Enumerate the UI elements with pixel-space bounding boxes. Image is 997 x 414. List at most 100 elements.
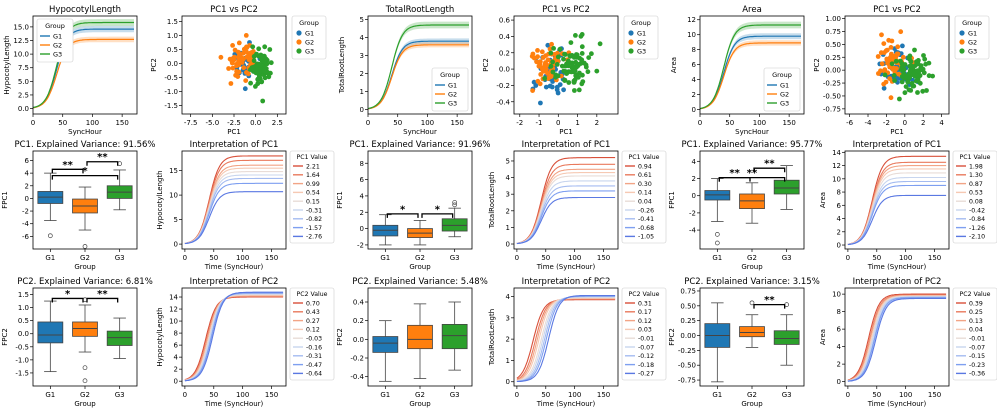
y-tick-label: -0.2: [496, 82, 510, 90]
pc-curve: [516, 294, 616, 383]
scatter-point-G3: [908, 59, 914, 64]
scatter-point-G3: [555, 54, 561, 60]
scatter-point-G2: [235, 54, 241, 60]
y-tick-label: 4: [506, 174, 511, 182]
scatter-point-G2: [895, 44, 901, 50]
significance-label: **: [97, 289, 108, 300]
x-tick-label: G2: [415, 254, 425, 262]
scatter-point-G2: [538, 72, 544, 77]
y-tick-label: -1.0: [15, 356, 29, 364]
x-tick-label: 50: [209, 391, 218, 399]
y-tick-label: 0: [25, 195, 29, 203]
legend-box: [952, 150, 997, 244]
pc-curve: [847, 297, 947, 382]
y-axis-label: FPC2: [336, 328, 344, 346]
chart-title: PC2. Explained Variance: 5.48%: [352, 277, 488, 287]
x-tick-label: 100: [236, 254, 249, 262]
x-tick-label: 150: [115, 119, 128, 127]
chart-panel-14: -0.4 -0.2 0.0 0.2 0.4 G1 G2 G3 PC2. Explained Va…: [336, 277, 488, 408]
x-tick-label: 150: [265, 391, 278, 399]
pc-curve: [847, 184, 947, 246]
y-tick-label: 0.0: [167, 60, 178, 68]
scatter-point-G2: [247, 50, 253, 56]
chart-panel-10: ** ** ** -4 -2 0 2 4 G1 G2 G3 PC1. Explained Varian…: [668, 140, 823, 271]
y-tick-label: -0.5: [164, 74, 178, 82]
y-axis-label: TotalRootLength: [338, 37, 346, 94]
y-tick-label: 0.4: [353, 299, 365, 307]
legend-label: G2: [968, 39, 977, 47]
scatter-point-G3: [557, 46, 563, 52]
y-tick-label: -0.4: [350, 373, 364, 381]
scatter-point-G3: [576, 87, 582, 93]
axes-frame: [32, 15, 138, 115]
axes-frame: [844, 15, 950, 115]
chart-panel-13: 0 2 4 6 8 10 12 14 0 50 100 150 Interpretation of PC…: [156, 277, 335, 408]
scatter-point-G2: [876, 71, 881, 76]
scatter-point-G3: [562, 51, 567, 57]
pc-curve: [516, 296, 616, 382]
scatter-point-G3: [910, 65, 916, 70]
legend-box: [623, 15, 659, 60]
box-G2: [72, 321, 98, 337]
x-tick-label: 150: [597, 391, 610, 399]
legend-label: G1: [637, 30, 646, 38]
legend-label: -0.31: [306, 353, 322, 360]
y-tick-label: 2: [837, 228, 841, 236]
significance-bracket: [386, 213, 419, 218]
scatter-point-G3: [917, 73, 923, 78]
box-G3: [773, 330, 800, 345]
legend-title: PC1 Value: [960, 154, 991, 161]
pc-curve: [184, 294, 284, 381]
scatter-point-G2: [884, 47, 890, 53]
x-tick-label: G3: [782, 391, 792, 399]
legend-box: [952, 287, 997, 381]
x-tick-label: G1: [380, 391, 390, 399]
x-tick-label: 150: [597, 254, 610, 262]
scatter-point-G3: [898, 58, 903, 64]
scatter-point-G2: [884, 56, 890, 62]
y-tick-label: 0.50: [825, 41, 841, 49]
y-tick-label: 5: [360, 16, 364, 24]
scatter-point-G3: [572, 88, 577, 93]
y-axis-label: Area: [819, 192, 827, 208]
scatter-point-G3: [915, 90, 920, 95]
scatter-point-G2: [530, 88, 535, 93]
y-tick-label: 7.5: [18, 64, 29, 72]
y-tick-label: 2: [506, 207, 510, 215]
scatter-point-G2: [547, 46, 553, 52]
y-tick-label: 6: [25, 157, 30, 165]
scatter-point-G3: [266, 74, 272, 80]
y-tick-label: 6: [837, 202, 842, 210]
y-tick-label: 2: [25, 182, 29, 190]
scatter-point-G3: [548, 63, 554, 69]
significance-bracket: [51, 175, 119, 180]
x-axis-label: Group: [409, 263, 431, 271]
significance-bracket: [86, 297, 119, 303]
x-tick-label: 2.5: [272, 119, 283, 127]
scatter-point-G2: [878, 50, 884, 56]
axes-frame: [181, 15, 287, 115]
scatter-point-G2: [548, 74, 553, 80]
y-tick-label: 2: [360, 70, 364, 78]
chart-title: PC1 vs PC2: [542, 5, 590, 15]
scatter-point-G3: [882, 72, 888, 78]
legend-title: PC1 Value: [629, 154, 660, 161]
y-tick-label: 2: [837, 361, 841, 369]
y-tick-label: -0.5: [15, 343, 29, 351]
scatter-point-G1: [538, 100, 543, 106]
scatter-point-G3: [261, 59, 267, 64]
y-axis-label: HypocotylLength: [156, 170, 164, 229]
y-tick-label: -0.75: [678, 377, 696, 385]
x-tick-label: -5.0: [205, 119, 219, 127]
x-tick-label: G1: [45, 391, 55, 399]
scatter-point-G3: [586, 55, 592, 60]
legend-label: 0.12: [306, 327, 320, 334]
y-axis-label: TotalRootLength: [488, 309, 496, 366]
significance-bracket: [51, 297, 84, 303]
scatter-point-G3: [920, 88, 926, 94]
scatter-point-G2: [226, 66, 232, 71]
